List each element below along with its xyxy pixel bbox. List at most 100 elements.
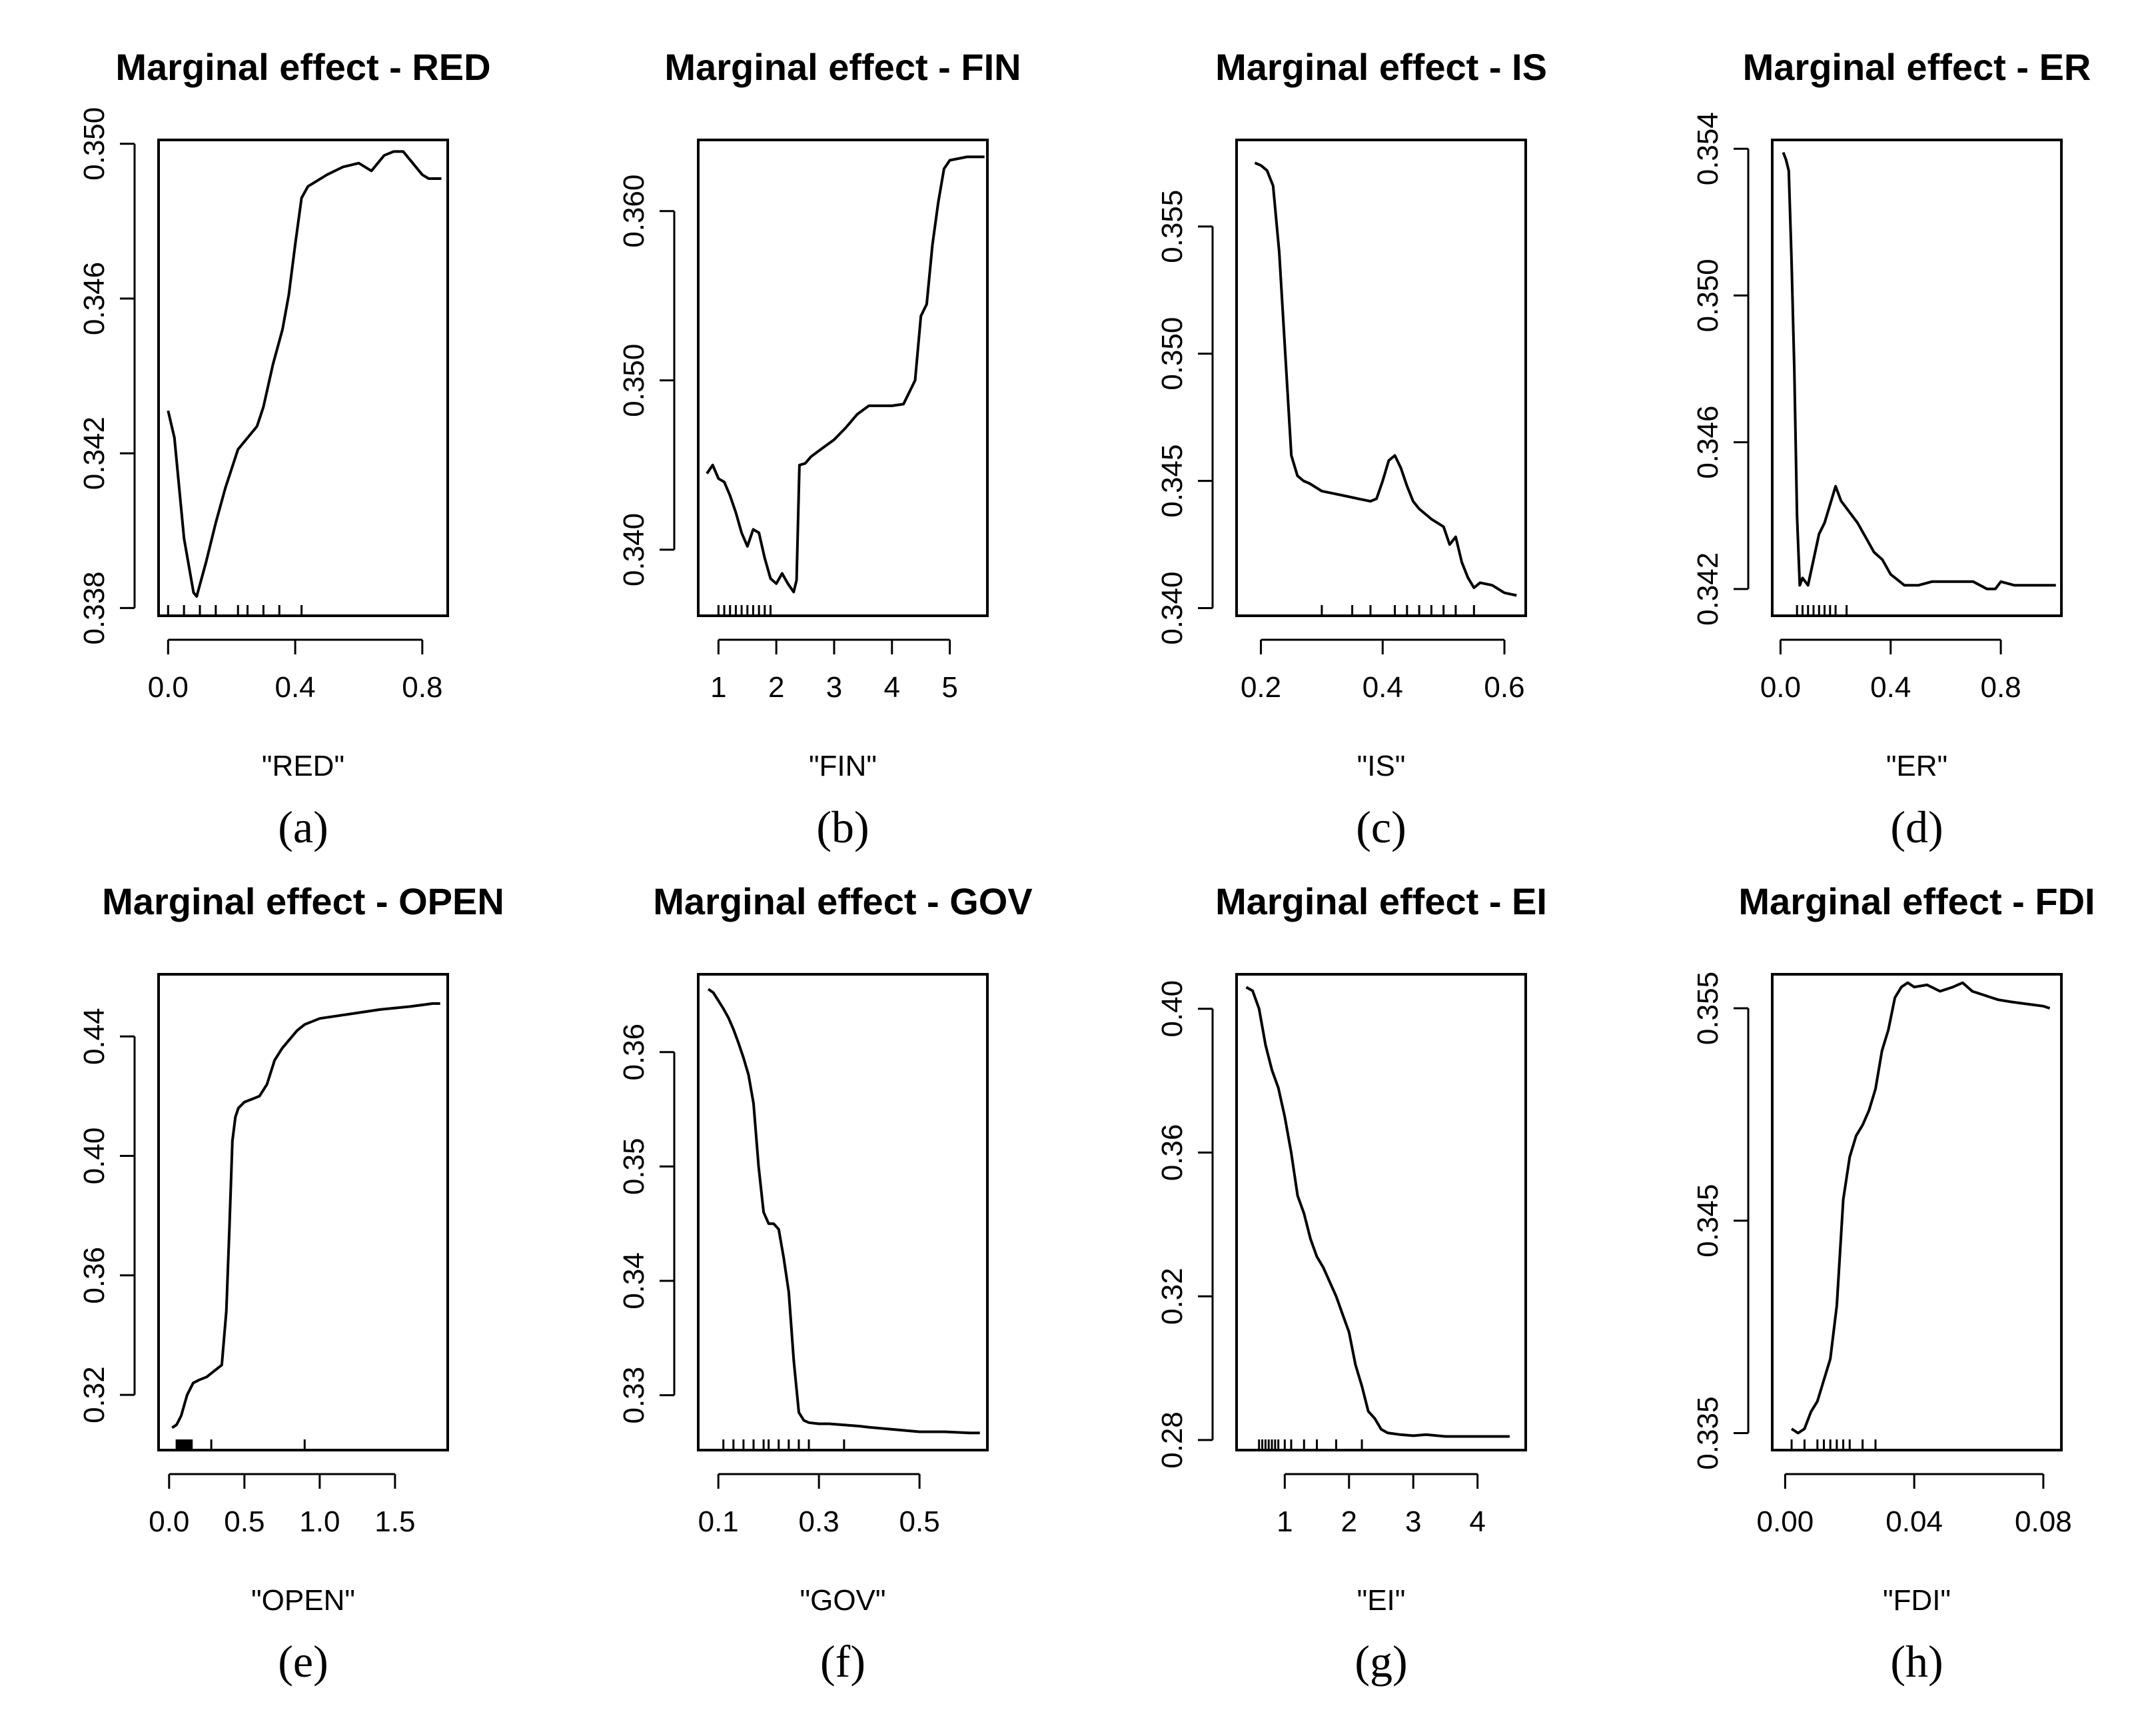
panel-h: Marginal effect - FDI 0.00 0.04 0.08 0.335 0.… <box>1692 880 2095 1687</box>
panel-e-y-tick-label: 0.32 <box>78 1366 111 1423</box>
panel-f-caption: (f) <box>820 1636 865 1687</box>
panel-e-y-tick-label: 0.40 <box>78 1128 111 1185</box>
panel-f-y-tick-label: 0.34 <box>618 1252 650 1309</box>
panel-b-x-tick-label: 5 <box>941 671 957 704</box>
panel-a-y-tick-label: 0.342 <box>78 417 111 490</box>
panel-h-y-tick-label: 0.355 <box>1692 972 1724 1045</box>
panel-c-y-tick-label: 0.345 <box>1156 444 1189 518</box>
panel-c-y-tick-label: 0.350 <box>1156 317 1189 391</box>
panel-e-x-tick-label: 0.5 <box>224 1505 265 1538</box>
panel-a-y-tick-label: 0.338 <box>78 571 111 644</box>
panel-a-plot-frame <box>157 139 449 617</box>
panel-a-x-tick-label: 0.0 <box>148 671 189 704</box>
panel-d-y-tick-label: 0.342 <box>1692 552 1724 626</box>
panel-a-x-tick-label: 0.8 <box>402 671 442 704</box>
panel-h-title: Marginal effect - FDI <box>1738 880 2095 922</box>
panel-b-caption: (b) <box>816 802 869 852</box>
panel-a-title: Marginal effect - RED <box>115 46 490 88</box>
panel-a-y-tick-label: 0.350 <box>78 107 111 181</box>
panel-c-title: Marginal effect - IS <box>1215 46 1547 88</box>
panel-g: Marginal effect - EI 1 2 3 4 0.28 0.32 0.36 0.40… <box>1156 880 1547 1687</box>
panel-g-y-tick-label: 0.40 <box>1156 980 1189 1038</box>
panel-h-x-tick-label: 0.04 <box>1886 1505 1943 1538</box>
panel-d-x-tick-label: 0.8 <box>1980 671 2021 704</box>
panel-h-x-tick-label: 0.00 <box>1757 1505 1814 1538</box>
panel-c-x-tick-label: 0.6 <box>1484 671 1524 704</box>
panel-b-x-tick-label: 2 <box>768 671 784 704</box>
panel-a-caption: (a) <box>278 802 328 852</box>
panel-f-x-tick-label: 0.3 <box>799 1505 839 1538</box>
panel-g-y-tick-label: 0.28 <box>1156 1411 1189 1469</box>
panel-d-plot-frame <box>1771 139 2063 617</box>
panel-g-x-tick-label: 4 <box>1469 1505 1485 1538</box>
panel-g-y-tick-label: 0.32 <box>1156 1268 1189 1325</box>
panel-c-y-tick-label: 0.340 <box>1156 571 1189 644</box>
panel-c-x-label: "IS" <box>1357 750 1406 782</box>
panel-f-y-tick-label: 0.36 <box>618 1024 650 1081</box>
panel-a-y-tick-label: 0.346 <box>78 262 111 335</box>
panel-c-caption: (c) <box>1356 802 1406 852</box>
panel-e-x-tick-label: 1.5 <box>374 1505 415 1538</box>
panel-d: Marginal effect - ER 0.0 0.4 0.8 0.342 0.346 0… <box>1692 46 2091 852</box>
panel-g-x-label: "EI" <box>1357 1584 1406 1617</box>
panel-f-plot-frame <box>697 973 989 1451</box>
panel-e-x-tick-label: 0.0 <box>149 1505 189 1538</box>
panel-g-caption: (g) <box>1354 1636 1407 1687</box>
panel-c-x-tick-label: 0.2 <box>1241 671 1281 704</box>
panel-c-effect-line <box>1254 161 1517 597</box>
panel-e-effect-line <box>171 1002 440 1429</box>
panel-b-effect-line <box>706 155 985 594</box>
panel-e-title: Marginal effect - OPEN <box>102 880 504 922</box>
panel-d-y-tick-label: 0.346 <box>1692 406 1724 479</box>
panel-b-x-label: "FIN" <box>809 750 877 782</box>
panel-b-y-tick-label: 0.360 <box>618 175 650 248</box>
panel-g-x-tick-label: 1 <box>1277 1505 1293 1538</box>
panel-f-effect-line <box>707 988 980 1435</box>
panel-b-y-tick-label: 0.350 <box>618 344 650 417</box>
panel-g-x-tick-label: 3 <box>1405 1505 1421 1538</box>
panel-f-y-tick-label: 0.33 <box>618 1367 650 1424</box>
panel-g-plot-frame <box>1235 973 1527 1451</box>
panel-c-y-tick-label: 0.355 <box>1156 190 1189 263</box>
panel-h-x-label: "FDI" <box>1883 1584 1951 1617</box>
panel-f-x-tick-label: 0.5 <box>899 1505 940 1538</box>
panel-e-y-tick-label: 0.44 <box>78 1008 111 1065</box>
panel-c: Marginal effect - IS 0.2 0.4 0.6 0.340 0.345 0… <box>1156 46 1547 852</box>
panel-e-x-label: "OPEN" <box>251 1584 355 1617</box>
panel-f-x-tick-label: 0.1 <box>698 1505 739 1538</box>
panel-h-effect-line <box>1790 981 2051 1435</box>
panel-h-y-tick-label: 0.335 <box>1692 1396 1724 1469</box>
panel-a-x-tick-label: 0.4 <box>274 671 315 704</box>
panel-g-title: Marginal effect - EI <box>1215 880 1547 922</box>
panel-d-x-tick-label: 0.0 <box>1760 671 1801 704</box>
panel-g-x-tick-label: 2 <box>1341 1505 1357 1538</box>
panel-e-y-tick-label: 0.36 <box>78 1247 111 1304</box>
panel-g-effect-line <box>1245 986 1510 1438</box>
panel-b-plot-frame <box>697 139 989 617</box>
panel-d-y-tick-label: 0.354 <box>1692 112 1724 185</box>
panel-g-y-tick-label: 0.36 <box>1156 1124 1189 1182</box>
panel-f-x-label: "GOV" <box>800 1584 885 1617</box>
panel-c-x-tick-label: 0.4 <box>1362 671 1403 704</box>
panel-e-plot-frame <box>157 973 449 1451</box>
panel-h-plot-frame <box>1771 973 2063 1451</box>
panel-d-effect-line <box>1782 151 2056 590</box>
panel-e: Marginal effect - OPEN 0.0 0.5 1.0 1.5 0.32 0.… <box>78 880 504 1687</box>
panel-a: Marginal effect - RED 0.0 0.4 0.8 0.338 0.342… <box>78 46 491 852</box>
panel-f-y-tick-label: 0.35 <box>618 1138 650 1196</box>
panel-d-x-tick-label: 0.4 <box>1870 671 1911 704</box>
panel-b-x-tick-label: 1 <box>710 671 726 704</box>
panel-d-y-tick-label: 0.350 <box>1692 259 1724 332</box>
panel-a-x-label: "RED" <box>262 750 344 782</box>
panel-h-y-tick-label: 0.345 <box>1692 1184 1724 1258</box>
panel-b-title: Marginal effect - FIN <box>664 46 1021 88</box>
panel-b: Marginal effect - FIN 1 2 3 4 5 0.340 0.350 0.36… <box>618 46 1021 852</box>
panel-b-y-tick-label: 0.340 <box>618 513 650 586</box>
panel-b-x-tick-label: 4 <box>884 671 900 704</box>
panel-f: Marginal effect - GOV 0.1 0.3 0.5 0.33 0.34 0.… <box>618 880 1033 1687</box>
panel-c-plot-frame <box>1235 139 1527 617</box>
panel-e-x-tick-label: 1.0 <box>299 1505 340 1538</box>
panel-b-x-tick-label: 3 <box>826 671 842 704</box>
panel-h-x-tick-label: 0.08 <box>2015 1505 2072 1538</box>
